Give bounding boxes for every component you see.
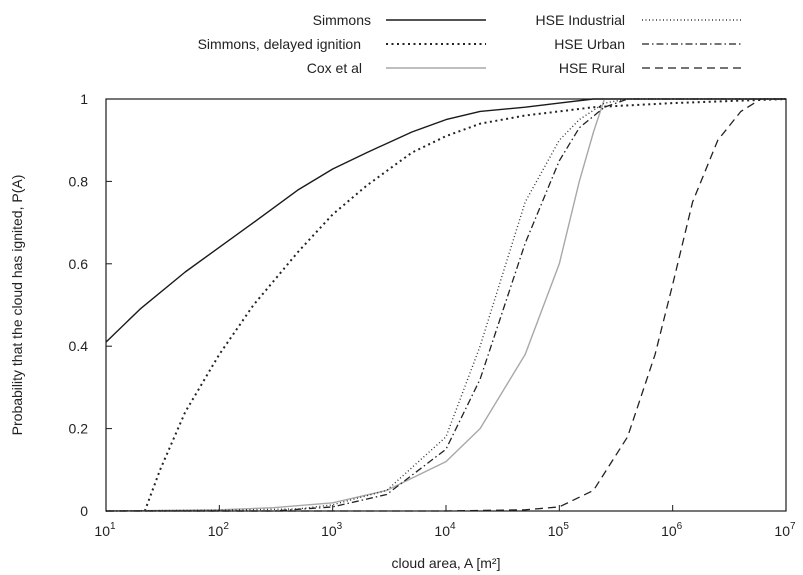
series-line-4 <box>105 98 786 512</box>
y-tick-label-6: 1 <box>80 91 88 107</box>
x-tick-label-7: 107 <box>774 521 796 539</box>
legend-label-6: HSE Rural <box>559 60 625 76</box>
series-line-3 <box>105 98 786 512</box>
x-axis-label: cloud area, A [m²] <box>392 555 501 571</box>
series-line-6 <box>106 98 786 512</box>
x-axis-ticks: 101 102 103 104 105 106 107 <box>94 505 796 539</box>
y-tick-label-5: 0.8 <box>69 173 89 189</box>
legend: Simmons Simmons, delayed ignition Cox et a… <box>198 12 742 76</box>
series-line-1 <box>105 98 786 343</box>
x-tick-label-6: 106 <box>661 521 683 539</box>
legend-label-3: Cox et al <box>307 60 362 76</box>
y-tick-label-2: 0.2 <box>69 421 89 437</box>
x-tick-label-2: 102 <box>208 521 230 539</box>
legend-label-4: HSE Industrial <box>536 12 625 28</box>
legend-label-5: HSE Urban <box>554 36 625 52</box>
y-tick-label-4: 0.6 <box>69 256 89 272</box>
x-tick-label-5: 105 <box>548 521 570 539</box>
legend-label-2: Simmons, delayed ignition <box>198 36 361 52</box>
x-tick-label-3: 103 <box>321 521 343 539</box>
legend-label-1: Simmons <box>313 12 371 28</box>
x-tick-label-4: 104 <box>434 521 456 539</box>
plot-frame <box>105 98 787 512</box>
series-line-5 <box>106 98 786 512</box>
plot-series <box>105 98 787 512</box>
y-tick-label-1: 0 <box>80 503 88 519</box>
series-line-2 <box>143 98 787 512</box>
y-tick-label-3: 0.4 <box>69 338 89 354</box>
y-axis-label: Probability that the cloud has ignited, … <box>9 175 25 436</box>
y-axis-ticks: 0 0.2 0.4 0.6 0.8 1 <box>69 91 112 519</box>
x-tick-label-1: 101 <box>94 521 116 539</box>
